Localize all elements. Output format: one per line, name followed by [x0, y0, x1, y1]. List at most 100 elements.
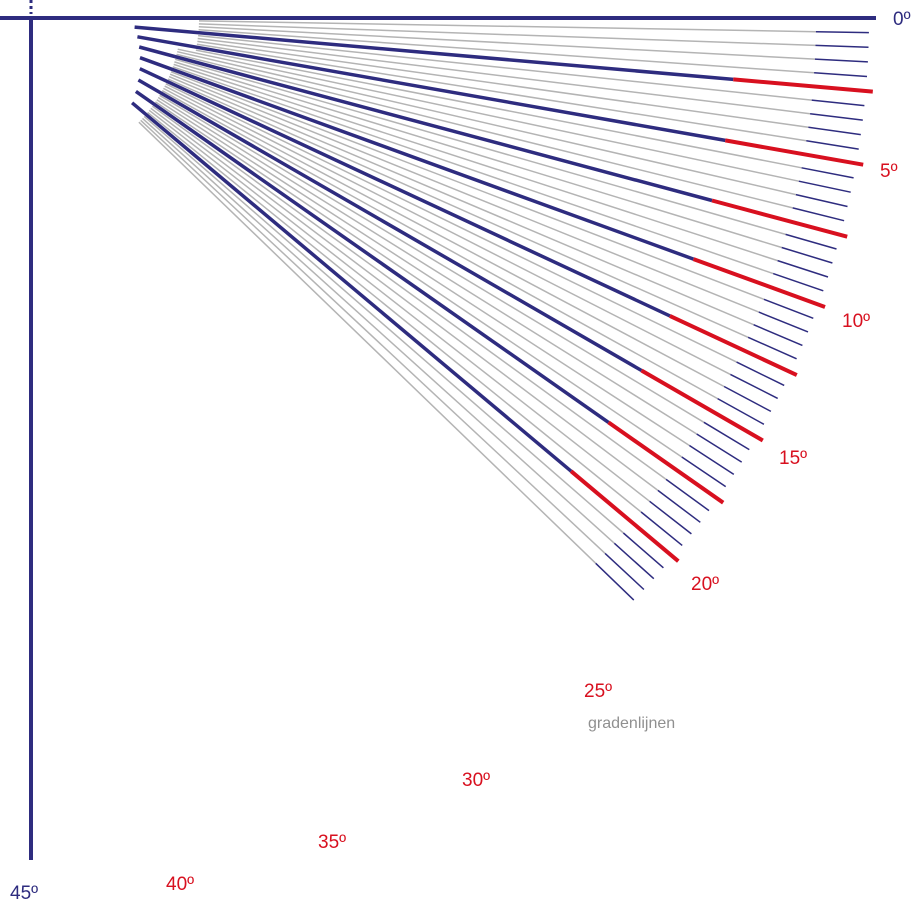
major-line-35deg — [134, 89, 610, 424]
guide-line-9deg — [196, 43, 807, 142]
label-45deg: 45º — [10, 883, 38, 904]
major-tip-20deg — [692, 257, 826, 309]
guide-line-24deg — [167, 78, 749, 338]
guide-line-4deg — [198, 28, 815, 74]
guide-line-6deg — [198, 34, 812, 101]
minor-tick-42deg — [613, 542, 655, 580]
major-line-25deg — [139, 67, 671, 318]
guide-line-26deg — [165, 83, 737, 363]
minor-tick-2deg — [815, 44, 869, 48]
major-tip-40deg — [569, 469, 680, 563]
major-line-40deg — [130, 101, 573, 473]
guide-line-2deg — [198, 23, 816, 47]
major-tip-30deg — [640, 368, 764, 443]
guide-line-29deg — [161, 90, 718, 400]
major-line-5deg — [134, 25, 734, 82]
minor-tick-6deg — [811, 99, 865, 107]
guide-line-13deg — [177, 50, 797, 196]
minor-tick-26deg — [736, 361, 785, 387]
guide-line-23deg — [168, 75, 754, 326]
minor-tick-36deg — [665, 478, 710, 512]
label-25deg: 25º — [584, 681, 612, 702]
minor-tick-37deg — [657, 489, 701, 523]
degree-labels: 0º 5º 10º 15º 20º 25º 30º 35º 40º 45º — [10, 9, 911, 904]
minor-tick-18deg — [777, 259, 829, 278]
guide-line-36deg — [151, 105, 667, 481]
minor-tick-39deg — [640, 511, 683, 546]
guide-line-19deg — [172, 66, 774, 275]
label-10deg: 10º — [842, 311, 870, 332]
major-tip-15deg — [711, 198, 848, 239]
guide-line-38deg — [148, 109, 651, 502]
guide-line-39deg — [147, 111, 642, 513]
major-line-20deg — [139, 56, 695, 261]
minor-tick-14deg — [792, 207, 845, 222]
guide-line-3deg — [198, 26, 815, 60]
minor-tick-16deg — [785, 233, 837, 250]
label-40deg: 40º — [166, 874, 194, 895]
minor-tick-38deg — [649, 500, 692, 535]
minor-tick-32deg — [696, 433, 743, 463]
guide-line-37deg — [150, 107, 659, 491]
minor-tick-8deg — [808, 126, 861, 136]
minor-tick-31deg — [703, 421, 750, 451]
minor-tick-12deg — [798, 180, 851, 193]
minor-tick-24deg — [747, 336, 797, 360]
guide-line-34deg — [154, 101, 683, 458]
diagram-caption: gradenlijnen — [588, 715, 675, 732]
axes — [0, 0, 876, 860]
guide-line-42deg — [141, 117, 615, 544]
minor-tick-13deg — [795, 193, 848, 208]
minor-tick-21deg — [763, 298, 814, 319]
guide-line-33deg — [156, 99, 690, 447]
major-line-10deg — [137, 35, 726, 143]
minor-tick-29deg — [717, 397, 765, 425]
guide-line-43deg — [140, 119, 606, 554]
guide-line-31deg — [159, 94, 705, 423]
guide-line-21deg — [170, 71, 765, 301]
minor-tick-11deg — [801, 167, 854, 179]
guide-lines — [138, 20, 816, 564]
major-degree-lines — [130, 25, 873, 563]
minor-tick-4deg — [814, 72, 868, 78]
guide-line-1deg — [198, 20, 816, 33]
minor-tick-7deg — [810, 112, 863, 121]
label-20deg: 20º — [691, 574, 719, 595]
minor-tick-9deg — [806, 140, 859, 150]
minor-tick-1deg — [815, 30, 869, 34]
minor-tick-44deg — [595, 562, 635, 601]
minor-tick-34deg — [681, 456, 727, 488]
guide-line-16deg — [174, 58, 786, 236]
guide-line-44deg — [138, 121, 597, 564]
minor-tick-lines — [595, 30, 869, 601]
major-tip-10deg — [724, 138, 864, 167]
guide-line-12deg — [177, 48, 799, 182]
label-35deg: 35º — [318, 832, 346, 853]
guide-line-27deg — [164, 85, 731, 376]
guide-line-32deg — [157, 96, 698, 435]
guide-line-11deg — [195, 49, 802, 169]
minor-tick-19deg — [772, 272, 824, 292]
label-0deg: 0º — [893, 9, 911, 30]
guide-line-22deg — [169, 73, 760, 313]
minor-tick-3deg — [814, 58, 868, 63]
label-5deg: 5º — [880, 161, 898, 182]
guide-line-8deg — [197, 40, 809, 129]
major-tip-25deg — [669, 314, 798, 377]
minor-tick-27deg — [730, 373, 779, 400]
guide-line-28deg — [163, 87, 725, 388]
guide-line-14deg — [176, 53, 793, 209]
major-line-15deg — [138, 45, 713, 203]
guide-line-17deg — [174, 61, 782, 249]
major-tip-5deg — [733, 77, 873, 94]
guide-line-18deg — [173, 63, 778, 262]
major-line-30deg — [137, 78, 643, 373]
guide-line-41deg — [143, 115, 624, 534]
minor-tick-33deg — [688, 444, 735, 476]
guide-line-7deg — [197, 37, 811, 115]
label-15deg: 15º — [779, 448, 807, 469]
minor-tick-23deg — [753, 324, 803, 347]
major-tip-35deg — [607, 420, 725, 505]
